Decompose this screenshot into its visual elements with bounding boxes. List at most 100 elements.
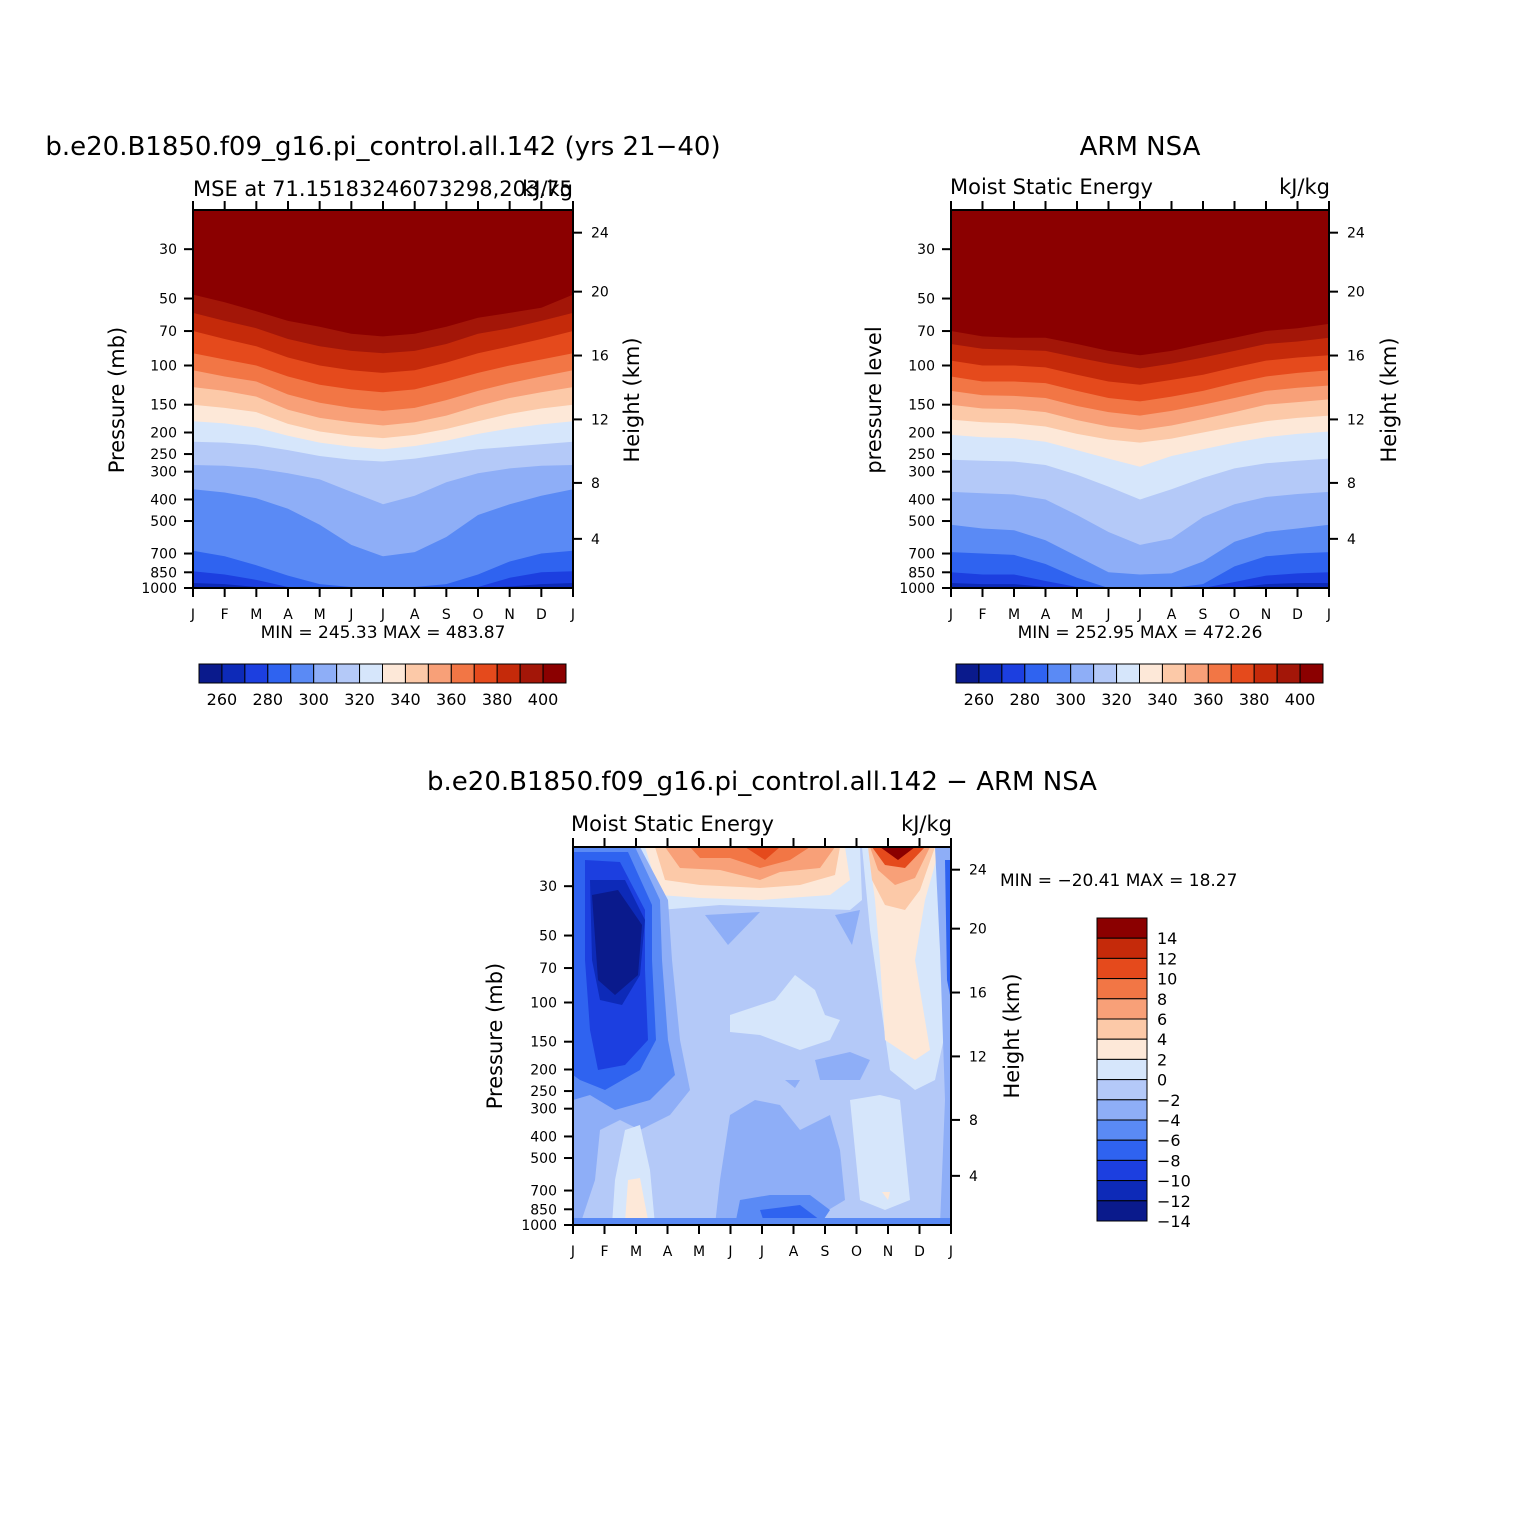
panel-diff-contour-region <box>592 890 642 995</box>
panel-diff-colorbar-box <box>1096 1119 1148 1141</box>
panel-diff-month-label: A <box>789 1244 799 1260</box>
panel-model-ylabel: Pressure (mb) <box>105 327 129 474</box>
panel-obs-colorbar-box <box>1093 663 1118 684</box>
panel-diff-contour-region <box>882 1192 890 1200</box>
panel-model-colorbar-box <box>519 663 544 684</box>
panel-obs-colorbar-box <box>1139 663 1163 684</box>
panel-model-plot: J F M A M J J A S O N D J 30 50 70 100 150 200 250 300 400 500… <box>141 201 609 623</box>
panel-model-colorbar: 260 280 300 320 340 360 380 400 <box>198 663 567 709</box>
panel-obs-month-label: S <box>1199 607 1208 623</box>
panel-diff: b.e20.B1850.f09_g16.pi_control.all.142 −… <box>427 767 1237 1260</box>
panel-diff-pressure-label: 850 <box>530 1202 557 1218</box>
panel-model-colorbar-label: 320 <box>344 690 375 709</box>
panel-model-pressure-label: 250 <box>150 447 177 463</box>
panel-model-colorbar-box <box>290 663 315 684</box>
panel-model-pressure-label: 50 <box>159 292 177 308</box>
panel-diff-contour-region <box>730 975 840 1050</box>
panel-obs-pressure-label: 150 <box>908 398 935 414</box>
panel-obs-pressure-label: 30 <box>917 242 935 258</box>
panel-obs-pressure-label: 500 <box>908 514 935 530</box>
panel-model-month-label: J <box>190 607 195 623</box>
panel-obs-pressure-label: 50 <box>917 292 935 308</box>
panel-model-colorbar-box <box>450 663 475 684</box>
panel-diff-colorbar-label: 6 <box>1157 1010 1167 1029</box>
panel-obs-units: kJ/kg <box>1279 175 1330 199</box>
panel-obs-month-label: J <box>1326 607 1331 623</box>
panel-obs-month-label: N <box>1261 607 1271 623</box>
panel-diff-pressure-label: 200 <box>530 1062 557 1078</box>
panel-model-pressure-label: 100 <box>150 359 177 375</box>
panel-obs-pressure-label: 100 <box>908 359 935 375</box>
panel-diff-colorbar-label: −4 <box>1157 1111 1181 1130</box>
panel-diff-month-label: D <box>914 1244 925 1260</box>
panel-obs-month-label: J <box>1105 607 1110 623</box>
panel-diff-colorbar-box <box>1096 1058 1148 1081</box>
panel-diff-colorbar-label: 14 <box>1157 929 1177 948</box>
panel-diff-colorbar-box <box>1096 1038 1148 1060</box>
panel-diff-pressure-label: 500 <box>530 1151 557 1167</box>
panel-obs-colorbar-box <box>1161 663 1186 684</box>
panel-diff-month-label: M <box>693 1244 705 1260</box>
panel-obs-pressure-label: 1000 <box>899 581 935 597</box>
panel-diff-month-label: J <box>570 1244 575 1260</box>
panel-obs-month-label: F <box>978 607 986 623</box>
panel-diff-pressure-label: 250 <box>530 1084 557 1100</box>
panel-model-ticks: J F M A M J J A S O N D J 30 50 70 100 150 200 250 300 400 500… <box>141 201 609 623</box>
panel-model-colorbar-box <box>542 663 567 684</box>
panel-diff-colorbar-label: 10 <box>1157 970 1177 989</box>
panel-diff-colorbar-label: −10 <box>1157 1172 1191 1191</box>
panel-diff-colorbar-box <box>1096 1159 1148 1182</box>
panel-model-colorbar-box <box>404 663 429 684</box>
panel-obs-colorbar-box <box>1207 663 1232 684</box>
panel-model-pressure-label: 1000 <box>141 581 177 597</box>
panel-model-pressure-label: 850 <box>150 565 177 581</box>
panel-model-colorbar-box <box>244 663 269 684</box>
panel-diff-ylabel-right: Height (km) <box>1000 973 1024 1098</box>
panel-diff-contour-region <box>625 1178 648 1222</box>
panel-obs-colorbar-label: 380 <box>1239 690 1270 709</box>
panel-model-colorbar-box <box>496 663 521 684</box>
panel-obs-month-label: M <box>1008 607 1020 623</box>
panel-diff-colorbar-box <box>1096 1018 1148 1040</box>
panel-obs-colorbar-label: 320 <box>1101 690 1132 709</box>
panel-diff-month-label: J <box>948 1244 953 1260</box>
panel-diff-height-label: 8 <box>969 1113 978 1129</box>
panel-diff-month-label: S <box>821 1244 830 1260</box>
panel-obs-month-label: A <box>1041 607 1051 623</box>
panel-model-colorbar-box <box>473 663 498 684</box>
panel-model-month-label: F <box>221 607 229 623</box>
panel-diff-ylabel: Pressure (mb) <box>483 963 507 1110</box>
panel-model-pressure-label: 500 <box>150 514 177 530</box>
panel-diff-plot: J F M A M J J A S O N D J 30 50 70 100 150 200 250 300 400 500… <box>521 838 987 1260</box>
panel-diff-height-label: 24 <box>969 863 987 879</box>
panel-model-colorbar-box <box>359 663 383 684</box>
panel-diff-pressure-label: 100 <box>530 996 557 1012</box>
panel-model-colorbar-box <box>267 663 292 684</box>
panel-diff-month-label: J <box>759 1244 764 1260</box>
panel-model-height-label: 20 <box>591 285 609 301</box>
panel-diff-colorbar-box <box>1096 1180 1148 1202</box>
panel-obs-pressure-label: 200 <box>908 425 935 441</box>
panel-obs-colorbar-label: 340 <box>1147 690 1178 709</box>
panel-model-colorbar-label: 400 <box>528 690 559 709</box>
panel-model-pressure-label: 150 <box>150 398 177 414</box>
panel-diff-colorbar-box <box>1096 978 1148 1000</box>
panel-diff-month-label: M <box>630 1244 642 1260</box>
panel-obs-plot: J F M A M J J A S O N D J 30 50 70 100 150 200 250 300 400 500… <box>899 201 1365 623</box>
panel-obs-month-label: J <box>948 607 953 623</box>
panel-diff-pressure-label: 50 <box>539 929 557 945</box>
panel-obs-contour-band <box>951 572 1329 588</box>
panel-diff-contours <box>573 847 951 1225</box>
panel-model-pressure-label: 70 <box>159 324 177 340</box>
panel-obs-colorbar-box <box>1047 663 1072 684</box>
panel-diff-colorbar-label: −14 <box>1157 1212 1191 1231</box>
panel-model-month-label: J <box>570 607 575 623</box>
panel-diff-pressure-label: 400 <box>530 1129 557 1145</box>
panel-obs-colorbar-label: 300 <box>1055 690 1086 709</box>
panel-obs-colorbar: 260 280 300 320 340 360 380 400 <box>955 663 1324 709</box>
panel-model-month-label: M <box>314 607 326 623</box>
panel-model-colorbar-box <box>221 663 246 684</box>
panel-model-month-label: J <box>348 607 353 623</box>
panel-obs-title: ARM NSA <box>1080 132 1201 162</box>
panel-diff-colorbar-box <box>1096 917 1148 939</box>
